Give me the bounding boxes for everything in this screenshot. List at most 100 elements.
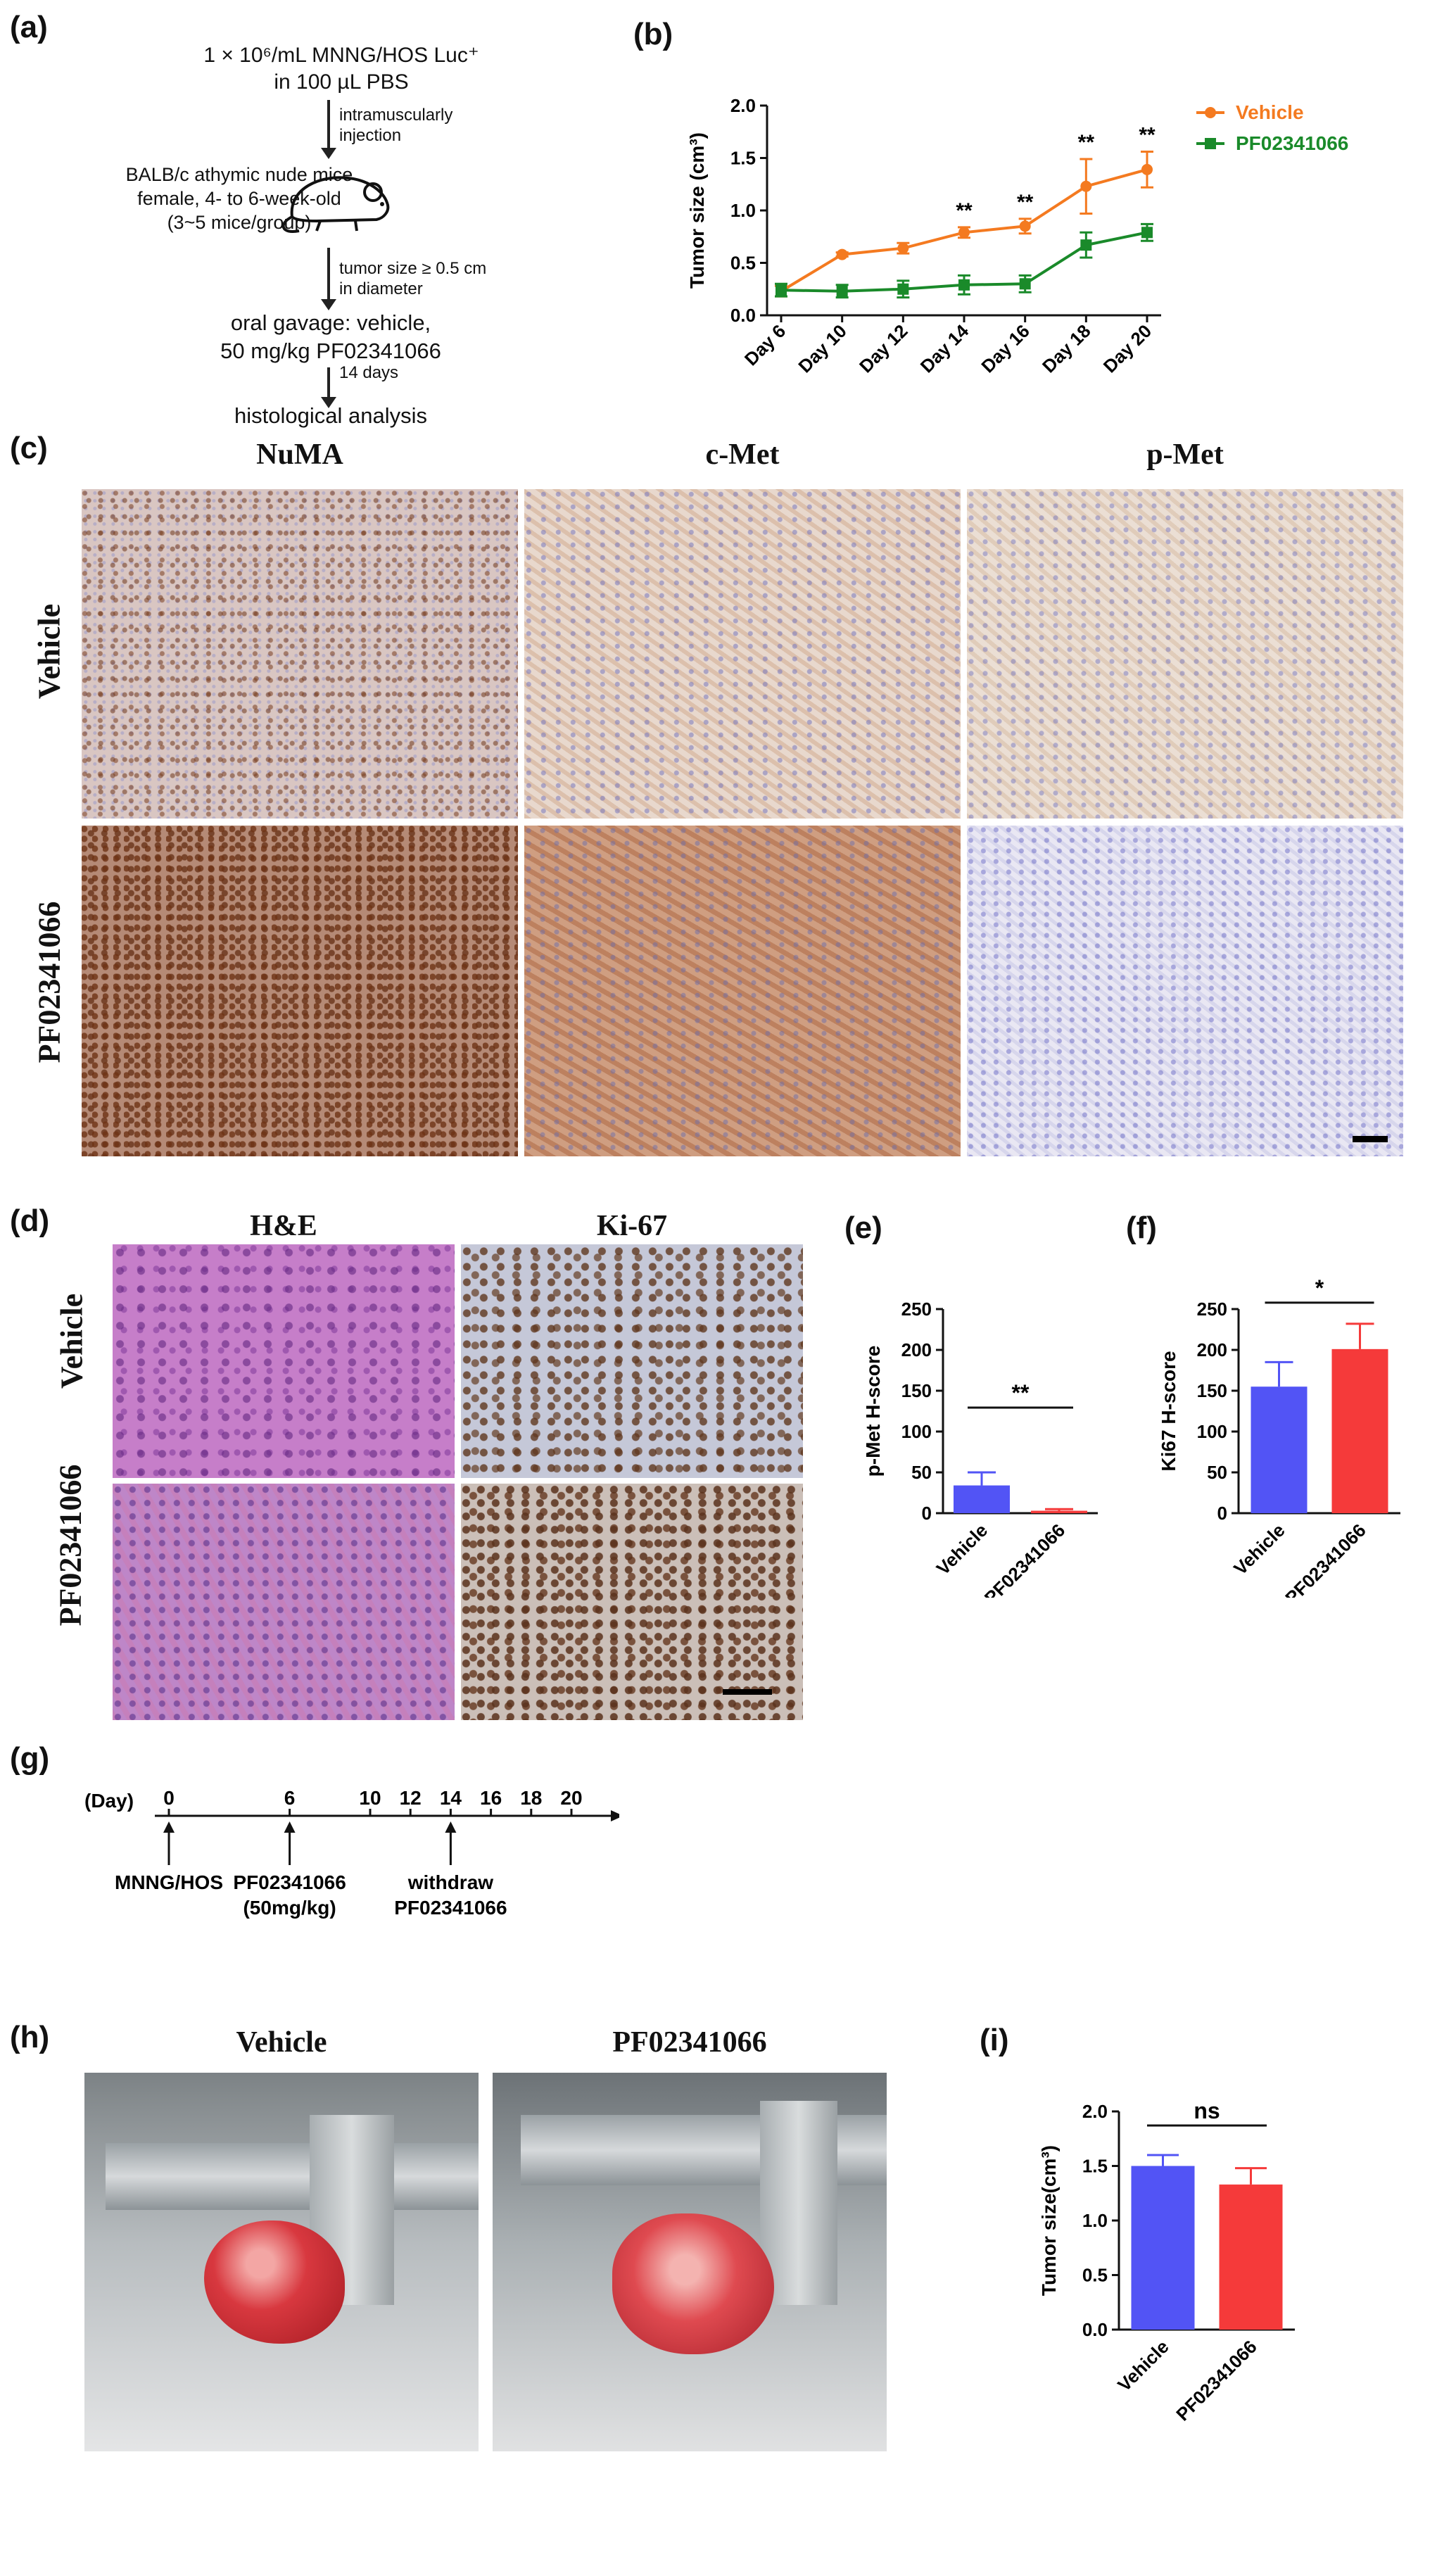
y-tick-label: 50 xyxy=(1207,1462,1227,1483)
tumor-vehicle xyxy=(204,2221,345,2344)
panel-label-i: (i) xyxy=(980,2023,1009,2057)
x-tick-label: PF02341066 xyxy=(1172,2336,1261,2425)
col-header-c-met: c-Met xyxy=(705,438,780,471)
y-tick-label: 0 xyxy=(1217,1503,1227,1524)
x-tick-label: Vehicle xyxy=(1229,1520,1289,1579)
y-tick-label: 2.0 xyxy=(1082,2101,1108,2122)
y-tick-label: 100 xyxy=(1197,1421,1227,1442)
y-tick-label: 0.0 xyxy=(730,305,756,326)
data-point xyxy=(1019,220,1031,232)
timeline-tick-label: 14 xyxy=(440,1788,462,1809)
bar-1 xyxy=(1331,1348,1388,1513)
x-tick-label: Vehicle xyxy=(1113,2336,1173,2396)
col-header-p-met: p-Met xyxy=(1146,438,1224,471)
y-axis-label: Tumor size(cm³) xyxy=(1038,2145,1060,2296)
y-tick-label: 150 xyxy=(1197,1380,1227,1401)
x-tick-label: PF02341066 xyxy=(1281,1520,1370,1598)
ihc-cmet-pf xyxy=(524,826,961,1156)
event-label: PF02341066 xyxy=(233,1871,346,1893)
data-point xyxy=(836,248,848,260)
timeline-tick-label: 18 xyxy=(520,1788,542,1809)
pbs-text: in 100 µL PBS xyxy=(274,70,409,94)
panel-label-b: (b) xyxy=(633,17,673,51)
event-arrowhead xyxy=(284,1821,296,1833)
row-label-vehicle-c: Vehicle xyxy=(32,603,67,700)
data-point xyxy=(1141,163,1153,175)
bar-1 xyxy=(1219,2184,1283,2330)
y-tick-label: 0.5 xyxy=(1082,2265,1108,2286)
ihc-numa-vehicle xyxy=(82,489,518,819)
y-tick-label: 2.0 xyxy=(730,95,756,116)
event-arrowhead xyxy=(445,1821,457,1833)
col-header-ki67: Ki-67 xyxy=(596,1210,668,1242)
timeline-arrowhead xyxy=(611,1810,619,1821)
data-point xyxy=(836,285,848,297)
injection-text: intramuscularly injection xyxy=(339,106,453,145)
y-tick-label: 200 xyxy=(1197,1339,1227,1360)
gavage-line-1: oral gavage: vehicle, xyxy=(230,310,431,335)
timeline-tick-label: 6 xyxy=(284,1788,296,1809)
y-tick-label: 50 xyxy=(911,1462,932,1483)
data-point xyxy=(1080,239,1092,251)
bar-0 xyxy=(1131,2166,1195,2330)
arrow-tumor-size xyxy=(321,248,336,310)
arrow-injection xyxy=(321,100,336,159)
panel-label-h: (h) xyxy=(10,2020,50,2054)
y-tick-label: 0 xyxy=(922,1503,932,1524)
ihc-numa-pf xyxy=(82,826,518,1156)
y-axis-label: Ki67 H-score xyxy=(1158,1351,1179,1471)
event-label: PF02341066 xyxy=(394,1897,507,1919)
timeline-tick-label: 10 xyxy=(359,1788,381,1809)
arrow-days xyxy=(321,367,336,408)
panel-label-a: (a) xyxy=(10,10,48,44)
event-label: MNNG/HOS xyxy=(115,1871,223,1893)
legend-label: PF02341066 xyxy=(1236,132,1348,154)
col-header-he: H&E xyxy=(250,1210,317,1242)
timeline-tick-label: 12 xyxy=(400,1788,422,1809)
day-label: (Day) xyxy=(84,1790,134,1812)
y-tick-label: 100 xyxy=(901,1421,932,1442)
timeline-tick-label: 20 xyxy=(560,1788,582,1809)
event-label: (50mg/kg) xyxy=(243,1897,336,1919)
x-tick-label: Day 12 xyxy=(855,320,911,377)
caliper-vehicle xyxy=(106,2143,479,2210)
scale-bar-c xyxy=(1353,1136,1388,1142)
y-tick-label: 200 xyxy=(901,1339,932,1360)
y-tick-label: 150 xyxy=(901,1380,932,1401)
data-point xyxy=(1141,227,1153,239)
data-point xyxy=(1019,278,1031,290)
mouse-icon xyxy=(281,176,390,233)
bar-1 xyxy=(1031,1510,1087,1513)
y-axis-label: Tumor size (cm³) xyxy=(686,132,708,289)
y-tick-label: 250 xyxy=(901,1299,932,1320)
bar-0 xyxy=(954,1485,1010,1513)
event-label: withdraw xyxy=(407,1871,494,1893)
legend-marker xyxy=(1205,138,1216,149)
y-tick-label: 1.0 xyxy=(1082,2210,1108,2231)
y-tick-label: 1.5 xyxy=(730,148,756,169)
event-arrowhead xyxy=(163,1821,175,1833)
x-tick-label: Day 16 xyxy=(977,320,1033,377)
x-tick-label: Vehicle xyxy=(932,1520,992,1579)
treatment-timeline: (Day) 0 6 10 12 14 16 18 20 MNNG/HOS PF02341066 (50… xyxy=(84,1788,619,1919)
y-tick-label: 250 xyxy=(1197,1299,1227,1320)
he-vehicle xyxy=(113,1244,455,1478)
row-label-pf-d: PF02341066 xyxy=(53,1464,88,1626)
row-label-vehicle-d: Vehicle xyxy=(54,1293,89,1389)
data-point xyxy=(897,242,909,254)
data-point xyxy=(958,279,970,291)
pmet-hscore-chart: 0 50 100 150 200 250 p-Met H-score VehiclePF023… xyxy=(862,1299,1098,1598)
significance-marker: ** xyxy=(1017,191,1034,214)
x-tick-label: Day 10 xyxy=(794,320,850,377)
data-point xyxy=(776,284,787,296)
ihc-cmet-vehicle xyxy=(524,489,961,819)
y-tick-label: 0.0 xyxy=(1082,2319,1108,2340)
legend-label: Vehicle xyxy=(1236,101,1304,123)
gavage-line-2: 50 mg/kg PF02341066 xyxy=(220,339,441,363)
panel-label-e: (e) xyxy=(844,1211,882,1245)
data-point xyxy=(958,227,970,239)
tumor-pf xyxy=(612,2213,774,2354)
photo-tumor-pf xyxy=(493,2073,887,2451)
scale-bar-d xyxy=(723,1689,772,1695)
